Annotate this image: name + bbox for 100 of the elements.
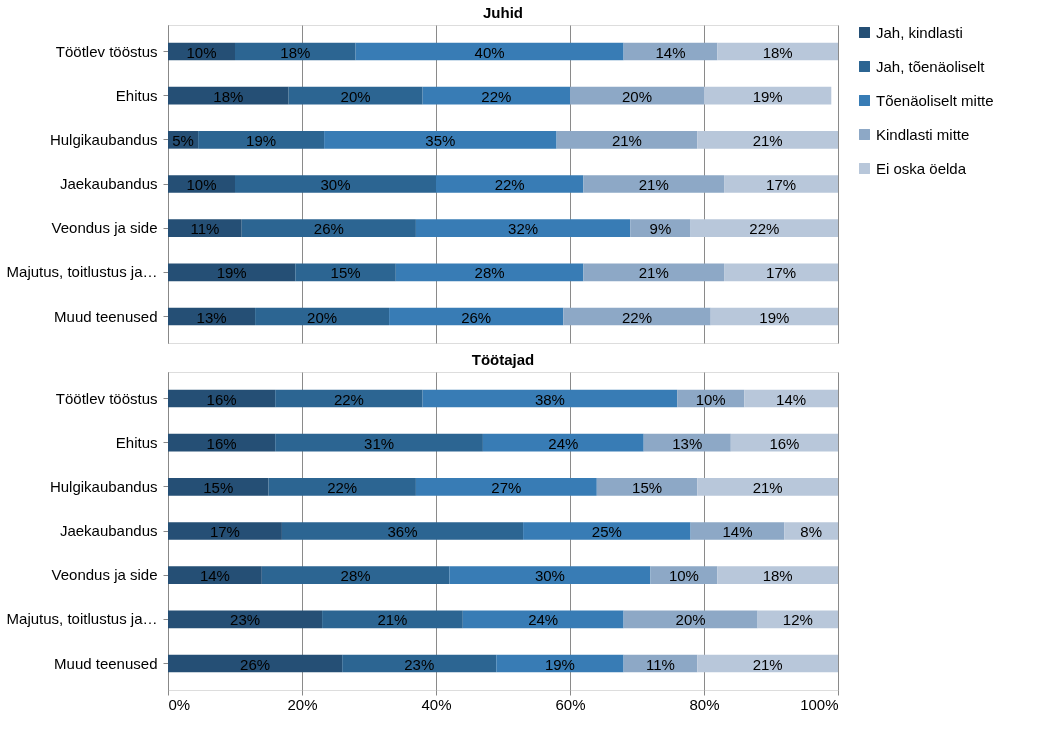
bar <box>422 86 570 105</box>
legend-label: Jah, kindlasti <box>876 23 963 41</box>
data-label: 18% <box>762 43 793 61</box>
data-label: 28% <box>340 567 371 585</box>
data-label: 20% <box>675 611 706 629</box>
data-label: 17% <box>766 176 797 193</box>
data-label: 11% <box>645 655 675 673</box>
data-label: 12% <box>782 611 813 629</box>
bar <box>415 219 631 237</box>
data-label: 26% <box>313 220 344 238</box>
legend-label: Jah, tõenäoliselt <box>876 57 986 75</box>
data-label: 19% <box>216 264 247 282</box>
bar <box>168 86 289 105</box>
data-label: 15% <box>632 478 663 496</box>
bar <box>436 175 584 193</box>
data-label: 20% <box>307 308 338 326</box>
data-label: 14% <box>776 390 807 408</box>
data-label: 21% <box>611 131 642 149</box>
data-label: 18% <box>762 567 793 585</box>
data-label: 5% <box>172 131 194 149</box>
data-label: 10% <box>695 390 726 408</box>
data-label: 22% <box>494 176 525 193</box>
data-label: 17% <box>766 264 797 282</box>
bar <box>563 307 711 326</box>
data-label: 22% <box>621 308 653 326</box>
data-label: 24% <box>548 434 579 452</box>
data-label: 27% <box>491 478 522 496</box>
data-label: 15% <box>330 264 361 282</box>
x-tick-label: 0% <box>168 695 191 713</box>
data-label: 11% <box>190 220 220 238</box>
legend-label: Tõenäoliselt mitte <box>876 91 994 109</box>
legend-label: Kindlasti mitte <box>876 125 970 143</box>
y-tick-label: Ehitus <box>115 433 158 451</box>
data-label: 19% <box>759 308 790 326</box>
bar <box>395 263 584 282</box>
data-label: 22% <box>749 220 780 238</box>
y-tick-label: Muud teenused <box>54 654 158 672</box>
data-label: 9% <box>649 220 672 238</box>
bar <box>198 131 325 149</box>
y-tick-label: Veondus ja side <box>51 566 158 584</box>
data-label: 24% <box>528 611 559 629</box>
x-tick-label: 80% <box>689 695 720 713</box>
y-tick-label: Hulgikaubandus <box>49 130 158 148</box>
bar <box>583 263 725 282</box>
bar <box>288 86 423 105</box>
data-label: 16% <box>769 434 800 452</box>
data-label: 25% <box>591 523 622 540</box>
data-label: 15% <box>203 478 234 496</box>
data-label: 18% <box>280 43 311 61</box>
y-tick-label: Muud teenused <box>54 307 158 325</box>
data-label: 8% <box>800 523 823 540</box>
data-label: 14% <box>199 567 230 585</box>
x-tick-label: 60% <box>555 695 586 713</box>
data-label: 30% <box>320 176 351 193</box>
data-label: 32% <box>508 220 539 238</box>
legend-label: Ei oska öelda <box>876 159 967 177</box>
data-label: 19% <box>246 131 277 149</box>
data-label: 38% <box>534 390 565 408</box>
data-label: 21% <box>752 131 783 149</box>
x-tick-label: 40% <box>421 695 452 713</box>
data-label: 21% <box>752 655 783 673</box>
y-tick-label: Hulgikaubandus <box>49 477 158 495</box>
y-tick-label: Jaekaubandus <box>59 522 158 539</box>
bar <box>724 175 838 193</box>
bar <box>583 175 725 193</box>
bar <box>697 131 838 149</box>
data-label: 17% <box>209 523 240 540</box>
y-tick-label: Veondus ja side <box>51 219 158 237</box>
bar <box>241 219 416 237</box>
y-tick-label: Töötlev tööstus <box>55 389 158 407</box>
bar <box>355 42 624 61</box>
data-label: 22% <box>333 390 364 408</box>
y-tick-label: Jaekaubandus <box>59 175 158 192</box>
x-tick-label: 100% <box>800 695 839 713</box>
bar <box>235 175 436 193</box>
data-label: 13% <box>672 434 703 452</box>
data-label: 16% <box>206 434 237 452</box>
data-label: 36% <box>387 523 418 540</box>
data-label: 22% <box>327 478 358 496</box>
data-label: 21% <box>377 611 408 629</box>
data-label: 10% <box>668 567 699 585</box>
y-tick-label: Majutus, toitlustus ja… <box>6 263 158 281</box>
data-label: 14% <box>722 523 753 540</box>
bar <box>556 131 698 149</box>
x-tick-label: 20% <box>287 695 318 713</box>
data-label: 26% <box>461 308 492 326</box>
data-label: 19% <box>544 655 575 673</box>
data-label: 21% <box>752 478 783 496</box>
chart-title: Juhid <box>483 4 523 21</box>
data-label: 10% <box>186 176 217 193</box>
data-label: 20% <box>621 87 653 105</box>
bar <box>389 307 564 326</box>
data-label: 20% <box>340 87 371 105</box>
data-label: 40% <box>474 43 505 61</box>
bar <box>570 86 704 105</box>
bar <box>704 86 832 105</box>
data-label: 21% <box>638 264 669 282</box>
data-label: 13% <box>196 308 227 326</box>
data-label: 19% <box>752 87 783 105</box>
data-label: 16% <box>206 390 237 408</box>
